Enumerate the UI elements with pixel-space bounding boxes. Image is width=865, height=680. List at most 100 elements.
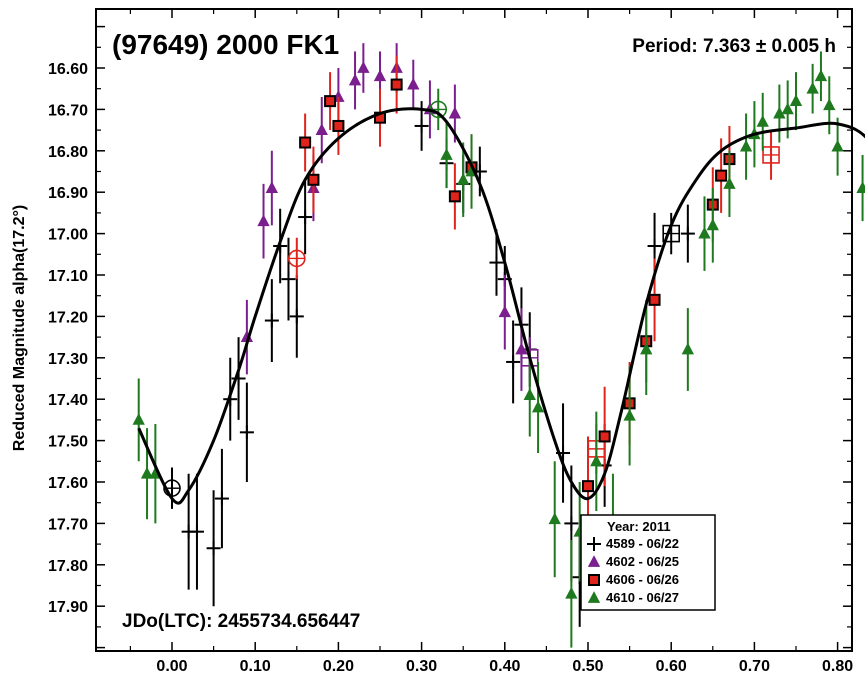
data-point bbox=[647, 239, 662, 254]
plot-frame bbox=[95, 8, 853, 652]
y-tick-label: 16.90 bbox=[48, 185, 88, 202]
legend-entry: 4610 - 06/27 bbox=[587, 590, 679, 605]
data-point bbox=[806, 81, 819, 94]
data-point bbox=[264, 313, 279, 328]
data-point bbox=[489, 255, 504, 270]
data-point bbox=[373, 69, 387, 82]
legend-entry: 4606 - 06/26 bbox=[588, 572, 679, 587]
data-point bbox=[448, 106, 462, 119]
data-point bbox=[448, 190, 461, 203]
data-point bbox=[140, 466, 154, 479]
epoch-annotation: JDo(LTC): 2455734.656447 bbox=[122, 611, 360, 632]
chart-title: (97649) 2000 FK1 bbox=[112, 29, 339, 60]
y-tick-label: 17.10 bbox=[48, 268, 88, 285]
data-point bbox=[773, 106, 786, 119]
data-point bbox=[831, 139, 844, 152]
data-point bbox=[206, 541, 221, 556]
x-tick-label: 0.60 bbox=[656, 658, 687, 675]
legend-entry: 4589 - 06/22 bbox=[587, 536, 679, 551]
data-point bbox=[257, 214, 270, 227]
y-tick-label: 17.70 bbox=[48, 516, 88, 533]
x-tick-label: 0.10 bbox=[240, 658, 271, 675]
data-point bbox=[723, 177, 736, 189]
data-point bbox=[299, 136, 312, 149]
data-point bbox=[706, 218, 719, 231]
data-point bbox=[523, 388, 536, 400]
x-tick-label: 0.70 bbox=[739, 658, 770, 675]
data-point bbox=[531, 400, 545, 413]
data-point bbox=[648, 293, 661, 306]
legend-marker bbox=[588, 574, 600, 586]
y-axis-label: Reduced Magnitude alpha(17.2°) bbox=[11, 205, 28, 451]
legend-marker bbox=[587, 591, 601, 603]
data-point bbox=[239, 425, 254, 440]
data-point bbox=[623, 408, 636, 421]
legend-marker bbox=[587, 555, 601, 567]
data-point bbox=[789, 94, 803, 107]
legend-label: 4602 - 06/25 bbox=[606, 554, 679, 569]
data-point bbox=[414, 118, 429, 133]
period-annotation: Period: 7.363 ± 0.005 h bbox=[632, 36, 836, 57]
data-point bbox=[548, 512, 561, 525]
legend-marker bbox=[587, 537, 601, 551]
y-tick-label: 17.30 bbox=[48, 351, 88, 368]
y-tick-label: 17.20 bbox=[48, 309, 88, 326]
data-point bbox=[814, 69, 828, 82]
data-point bbox=[564, 516, 579, 531]
data-point bbox=[332, 119, 345, 132]
data-point bbox=[715, 169, 728, 182]
data-point bbox=[132, 413, 145, 425]
series-triangle bbox=[132, 51, 865, 648]
data-point bbox=[390, 78, 403, 91]
y-tick-label: 17.00 bbox=[48, 227, 88, 244]
data-point bbox=[307, 173, 320, 186]
y-tick-label: 16.70 bbox=[48, 102, 88, 119]
data-point bbox=[739, 139, 753, 152]
data-point bbox=[289, 309, 304, 324]
x-tick-label: 0.20 bbox=[323, 658, 354, 675]
data-point bbox=[598, 430, 611, 443]
data-point bbox=[582, 480, 594, 493]
data-point bbox=[681, 342, 695, 355]
legend: Year: 2011 4589 - 06/22 4602 - 06/25 4606 … bbox=[580, 514, 716, 611]
data-point bbox=[189, 524, 204, 539]
y-tick-label: 17.50 bbox=[48, 434, 88, 451]
y-tick-label: 17.90 bbox=[48, 599, 88, 616]
data-point bbox=[407, 77, 420, 90]
data-point bbox=[506, 354, 521, 369]
fit-curve bbox=[137, 107, 865, 505]
legend-box bbox=[580, 514, 716, 611]
data-point bbox=[781, 102, 794, 115]
legend-entry: 4602 - 06/25 bbox=[587, 554, 679, 569]
legend-label: 4610 - 06/27 bbox=[606, 590, 679, 605]
data-point bbox=[640, 342, 653, 355]
legend-title: Year: 2011 bbox=[607, 519, 671, 534]
x-tick-label: 0.80 bbox=[822, 658, 853, 675]
y-tick-label: 16.60 bbox=[48, 61, 88, 78]
data-point bbox=[440, 148, 453, 160]
y-tick-label: 17.80 bbox=[48, 558, 88, 575]
data-point bbox=[214, 491, 229, 506]
data-point bbox=[324, 95, 337, 108]
data-point bbox=[357, 61, 370, 73]
legend-entries: 4589 - 06/22 4602 - 06/25 4606 - 06/26 4610… bbox=[587, 536, 679, 605]
data-point bbox=[265, 181, 279, 193]
data-point bbox=[698, 226, 711, 239]
data-point bbox=[315, 123, 328, 136]
legend-label: 4606 - 06/26 bbox=[606, 572, 679, 587]
data-point bbox=[856, 181, 865, 193]
data-point bbox=[756, 114, 769, 127]
y-tick-label: 17.40 bbox=[48, 392, 88, 409]
y-tick-label: 17.60 bbox=[48, 475, 88, 492]
data-point bbox=[565, 586, 578, 599]
x-tick-label: 0.40 bbox=[489, 658, 520, 675]
legend-label: 4589 - 06/22 bbox=[606, 536, 679, 551]
data-point bbox=[281, 272, 296, 287]
x-tick-label: 0.30 bbox=[406, 658, 437, 675]
data-point bbox=[823, 98, 836, 111]
data-point bbox=[680, 226, 695, 241]
y-tick-labels: 16.60 16.70 16.80 16.90 17.00 17.10 17.20 17.30… bbox=[48, 61, 88, 616]
x-tick-label: 0.50 bbox=[572, 658, 603, 675]
y-tick-label: 16.80 bbox=[48, 144, 88, 161]
